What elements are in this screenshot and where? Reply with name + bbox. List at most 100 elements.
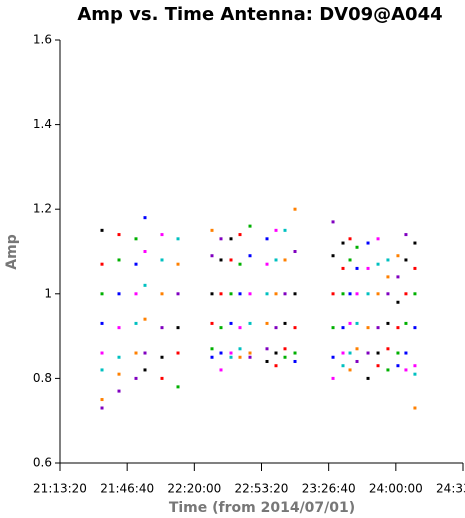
- point: [331, 326, 335, 330]
- point: [248, 321, 252, 325]
- point: [265, 321, 269, 325]
- point: [413, 241, 417, 245]
- point: [386, 275, 390, 279]
- point: [117, 326, 121, 330]
- point: [404, 292, 408, 296]
- point: [100, 406, 104, 410]
- point: [219, 237, 223, 241]
- point: [341, 326, 345, 330]
- point: [238, 262, 242, 266]
- point: [386, 368, 390, 372]
- point: [293, 250, 297, 253]
- point: [396, 300, 400, 304]
- point: [348, 321, 352, 325]
- point: [366, 376, 370, 380]
- point: [100, 351, 104, 355]
- point: [376, 237, 380, 241]
- x-axis-label: Time (from 2014/07/01): [169, 500, 355, 516]
- point: [396, 326, 400, 330]
- point: [160, 258, 164, 262]
- point: [134, 351, 138, 355]
- point: [219, 351, 223, 355]
- point: [404, 368, 408, 372]
- point: [293, 326, 297, 330]
- point: [355, 321, 359, 325]
- chart-title: Amp vs. Time Antenna: DV09@A044: [77, 4, 442, 25]
- point: [143, 216, 147, 220]
- point: [100, 292, 104, 296]
- point: [265, 237, 269, 241]
- point: [117, 292, 121, 296]
- point: [366, 292, 370, 296]
- point: [238, 355, 242, 359]
- x-tick-label: 24:00:00: [369, 482, 423, 496]
- point: [117, 258, 121, 262]
- point: [160, 233, 164, 237]
- point: [331, 355, 335, 359]
- point: [100, 228, 104, 232]
- point: [238, 326, 242, 330]
- point: [396, 351, 400, 355]
- point: [100, 398, 104, 402]
- point: [134, 292, 138, 296]
- point: [229, 292, 233, 296]
- y-tick-label: 1: [44, 286, 52, 300]
- point: [355, 347, 359, 351]
- point: [396, 364, 400, 368]
- point: [248, 254, 252, 258]
- point: [210, 321, 214, 325]
- point: [160, 326, 164, 330]
- point: [274, 292, 278, 296]
- point: [386, 292, 390, 296]
- x-tick-label: 23:26:40: [302, 482, 356, 496]
- point: [117, 355, 121, 359]
- point: [283, 258, 287, 262]
- point: [348, 351, 352, 355]
- point: [413, 372, 417, 376]
- point: [229, 355, 233, 359]
- x-tick-label: 24:33:20: [436, 482, 465, 496]
- point: [396, 254, 400, 258]
- point: [219, 326, 223, 330]
- point: [331, 376, 335, 380]
- point: [283, 355, 287, 359]
- point: [176, 326, 180, 330]
- x-tick-label: 21:46:40: [100, 482, 154, 496]
- point: [366, 351, 370, 355]
- point: [143, 368, 147, 372]
- point: [265, 347, 269, 351]
- point: [238, 347, 242, 351]
- point: [341, 266, 345, 270]
- point: [341, 292, 345, 296]
- point: [413, 266, 417, 270]
- point: [117, 389, 121, 393]
- point: [293, 292, 297, 296]
- point: [413, 292, 417, 296]
- point: [274, 326, 278, 330]
- point: [176, 385, 180, 389]
- point: [274, 351, 278, 355]
- point: [160, 355, 164, 359]
- point: [160, 292, 164, 296]
- x-tick-label: 22:53:20: [235, 482, 289, 496]
- point: [348, 368, 352, 372]
- point: [376, 364, 380, 368]
- point: [238, 233, 242, 237]
- point: [348, 258, 352, 262]
- point: [413, 364, 417, 368]
- point: [134, 237, 138, 241]
- point: [293, 351, 297, 355]
- y-tick-label: 1.4: [33, 117, 52, 131]
- point: [283, 347, 287, 351]
- point: [376, 292, 380, 296]
- point: [210, 355, 214, 359]
- point: [366, 266, 370, 270]
- point: [143, 250, 147, 253]
- point: [210, 254, 214, 258]
- point: [248, 355, 252, 359]
- point: [376, 262, 380, 266]
- point: [176, 262, 180, 266]
- point: [117, 233, 121, 237]
- point: [293, 359, 297, 363]
